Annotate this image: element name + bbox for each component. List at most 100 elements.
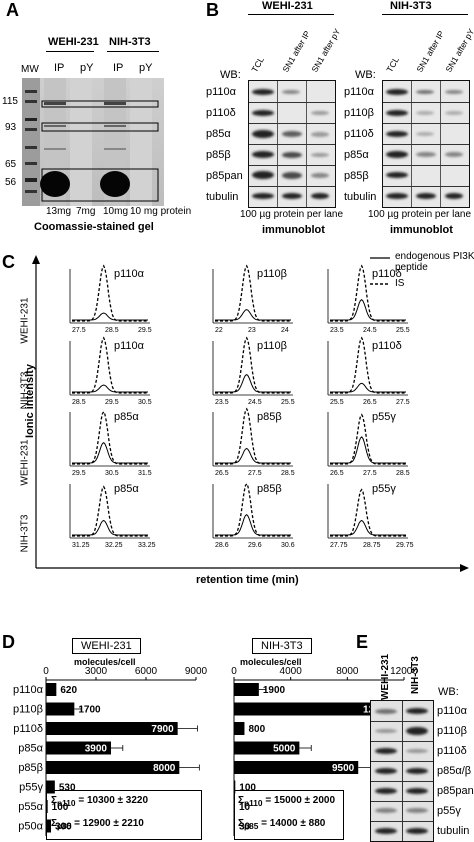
gel-loading: 10 mg protein: [130, 206, 192, 217]
d-title-wehi: WEHI-231: [72, 638, 141, 654]
sum-box-wehi: [46, 790, 202, 840]
plot-tick-label: 25.5: [396, 327, 410, 334]
e-lane-label: WEHI-231: [380, 653, 391, 700]
value-label: 620: [60, 685, 77, 696]
plot-title: p55γ: [372, 483, 396, 495]
sum-value: = 14000 ± 880: [261, 818, 326, 829]
chromatogram-plot: p110δ 23.5 24.5 25.5: [327, 264, 410, 334]
endogenous-trace: [72, 442, 148, 464]
tick-label: 12000: [390, 666, 418, 677]
bar: [46, 819, 51, 833]
c-y-arrow: [32, 255, 40, 264]
bar: [234, 780, 236, 794]
plot-title: p110β: [257, 340, 287, 352]
e-lane-label: NIH-3T3: [410, 656, 421, 694]
blot-row-label: p110α: [344, 86, 375, 98]
plot-title: p110α: [114, 340, 145, 352]
plot-tick-label: 22: [215, 327, 223, 334]
plot-tick-label: 23.5: [330, 327, 344, 334]
value-label: 100: [52, 802, 69, 813]
bar: [234, 722, 245, 735]
plot-tick-label: 28.5: [72, 399, 86, 406]
blot-header-line: [382, 14, 468, 15]
plot-tick-label: 25.5: [330, 399, 344, 406]
legend-dashed-label: IS: [395, 278, 405, 289]
sum-p85-wehi: Σp85 = 12900 ± 2210: [51, 818, 144, 831]
gel-caption: Coomassie-stained gel: [34, 221, 154, 233]
panel-c-label: C: [2, 252, 15, 272]
sum-sub: p85: [57, 821, 72, 831]
bar-chart: 0400080001200019001230080050009500100103…: [231, 666, 419, 836]
is-trace: [330, 264, 406, 322]
blot-row-label: p110β: [344, 107, 374, 119]
e-row-label: p110β: [437, 725, 467, 737]
value-label: 300: [55, 822, 72, 833]
wb-label: WB:: [220, 69, 241, 81]
is-trace: [330, 413, 406, 465]
bar-chart: 0 3000 6000 9000 p110α 620 p110β 1700 p110δ 7900 p…: [13, 666, 208, 836]
endogenous-trace: [72, 519, 148, 536]
tick-label: 8000: [336, 666, 359, 677]
panel-e-label: E: [356, 632, 369, 652]
blot-caption: immunoblot: [390, 224, 453, 236]
plot-title: p55γ: [372, 411, 396, 423]
panel-a-label: A: [6, 0, 19, 20]
plot-tick-label: 26.5: [330, 470, 344, 477]
c-x-arrow: [460, 564, 469, 572]
sum-value: = 15000 ± 2000: [265, 795, 336, 806]
value-label: 800: [248, 724, 265, 735]
immunoblot-nih: [382, 80, 470, 208]
mw-label: MW: [21, 64, 39, 75]
plot-title: p110δ: [372, 268, 402, 280]
endogenous-trace: [72, 312, 148, 321]
category-label: p110β: [13, 704, 43, 716]
d-xlabel-wehi: molecules/cell: [74, 657, 136, 667]
sum-box-nih: [234, 790, 344, 840]
plot-tick-label: 28.5: [281, 470, 295, 477]
legend-solid-label: endogenous PI3K peptide: [395, 251, 474, 273]
blot-header-line: [248, 14, 334, 15]
d-xlabel-nih: molecules/cell: [240, 657, 302, 667]
blot-row-label: p85α: [206, 128, 231, 140]
plot-tick-label: 27.5: [248, 470, 262, 477]
plot-title: p85α: [114, 411, 139, 423]
is-trace: [330, 336, 406, 394]
value-label: 530: [59, 783, 76, 794]
mw-marker: 115: [2, 96, 18, 107]
chromatogram-plot: p85α 31.25 32.25 33.25: [69, 483, 156, 549]
plot-title: p110δ: [372, 340, 402, 352]
plot-title: p110α: [114, 268, 145, 280]
plot-tick-label: 26.5: [363, 399, 377, 406]
blot-caption: immunoblot: [262, 224, 325, 236]
bar: [46, 741, 111, 755]
sum-p85-nih: Σp85 = 14000 ± 880: [238, 818, 326, 831]
plot-tick-label: 24.5: [248, 399, 262, 406]
blot-row-label: p110δ: [206, 107, 236, 119]
bar: [46, 761, 180, 774]
endogenous-trace: [330, 436, 406, 464]
blot-header-wehi: WEHI-231: [262, 0, 313, 12]
plot-tick-label: 24: [281, 327, 289, 334]
plot-tick-label: 33.25: [138, 542, 156, 549]
mw-marker: 93: [5, 122, 17, 133]
gel-header-nih: NIH-3T3: [109, 36, 151, 48]
plot-tick-label: 29.5: [72, 470, 86, 477]
e-row-label: p85α/β: [437, 765, 472, 777]
plot-tick-label: 27.5: [72, 327, 86, 334]
endogenous-trace: [215, 309, 291, 321]
blot-row-label: tubulin: [206, 191, 239, 203]
category-label: p110α: [13, 684, 44, 696]
endogenous-trace: [215, 514, 291, 536]
is-trace: [215, 336, 291, 394]
is-trace: [72, 485, 148, 537]
sum-p110-wehi: Σp110 = 10300 ± 3220: [51, 795, 149, 808]
gel-loading: 13mg: [46, 206, 72, 217]
plot-tick-label: 31.25: [72, 542, 90, 549]
chromatogram-plot: p55γ 26.5 27.5 28.5: [327, 411, 410, 477]
category-label: p55α: [18, 801, 43, 813]
plot-tick-label: 29.6: [248, 542, 262, 549]
chromatogram-plot: p110α 28.5 29.5 30.5: [69, 336, 152, 406]
d-title-nih: NIH-3T3: [252, 638, 312, 654]
mw-marker: 56: [5, 177, 17, 188]
is-trace: [72, 336, 148, 394]
